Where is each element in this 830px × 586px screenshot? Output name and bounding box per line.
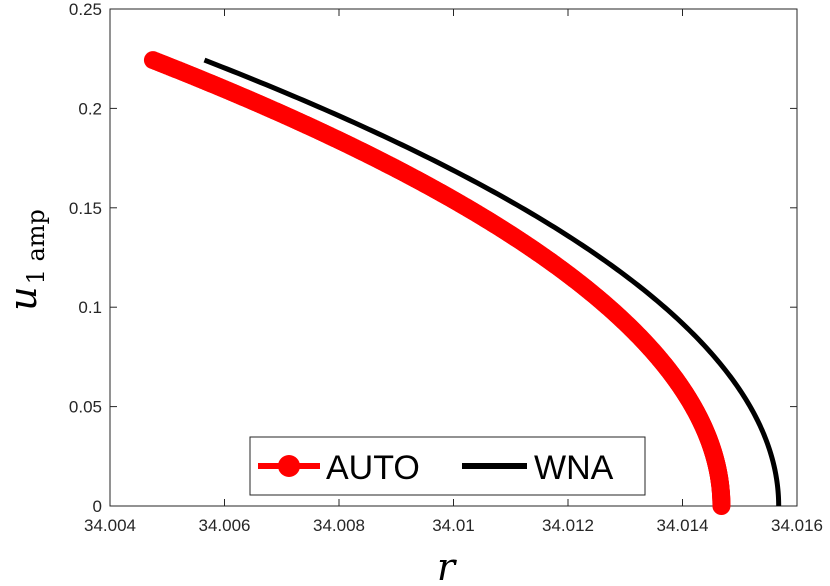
- y-axis-label: u1 amp: [1, 209, 50, 311]
- axis-ticks: [109, 8, 798, 507]
- x-tick-label: 34.008: [313, 516, 365, 535]
- y-tick-label: 0.25: [69, 0, 102, 19]
- x-tick-label: 34.004: [84, 516, 136, 535]
- y-tick-label: 0.15: [69, 199, 102, 218]
- legend: AUTO WNA: [249, 436, 646, 496]
- legend-label-wna: WNA: [534, 449, 614, 487]
- x-tick-label: 34.01: [432, 516, 475, 535]
- tick-labels: 34.004 34.006 34.008 34.01 34.012 34.014 34.01…: [69, 0, 823, 535]
- series-layer: [143, 51, 782, 515]
- y-axis-label-main: u: [1, 286, 45, 310]
- x-axis-label: r: [437, 545, 458, 586]
- x-tick-label: 34.016: [771, 516, 823, 535]
- series-auto: [143, 51, 731, 515]
- legend-swatch-auto-marker: [278, 455, 300, 477]
- series-wna-line: [203, 57, 782, 507]
- y-axis-label-subscript: 1 amp: [22, 209, 50, 284]
- y-tick-label: 0: [93, 497, 102, 516]
- y-tick-label: 0.2: [78, 99, 102, 118]
- x-tick-label: 34.006: [199, 516, 251, 535]
- y-tick-label: 0.05: [69, 398, 102, 417]
- legend-label-auto: AUTO: [326, 449, 420, 487]
- svg-text:u1 amp: u1 amp: [1, 209, 50, 311]
- x-tick-label: 34.012: [542, 516, 594, 535]
- series-wna: [203, 57, 782, 507]
- y-tick-label: 0.1: [78, 298, 102, 317]
- x-tick-label: 34.014: [657, 516, 709, 535]
- data-point: [712, 497, 731, 515]
